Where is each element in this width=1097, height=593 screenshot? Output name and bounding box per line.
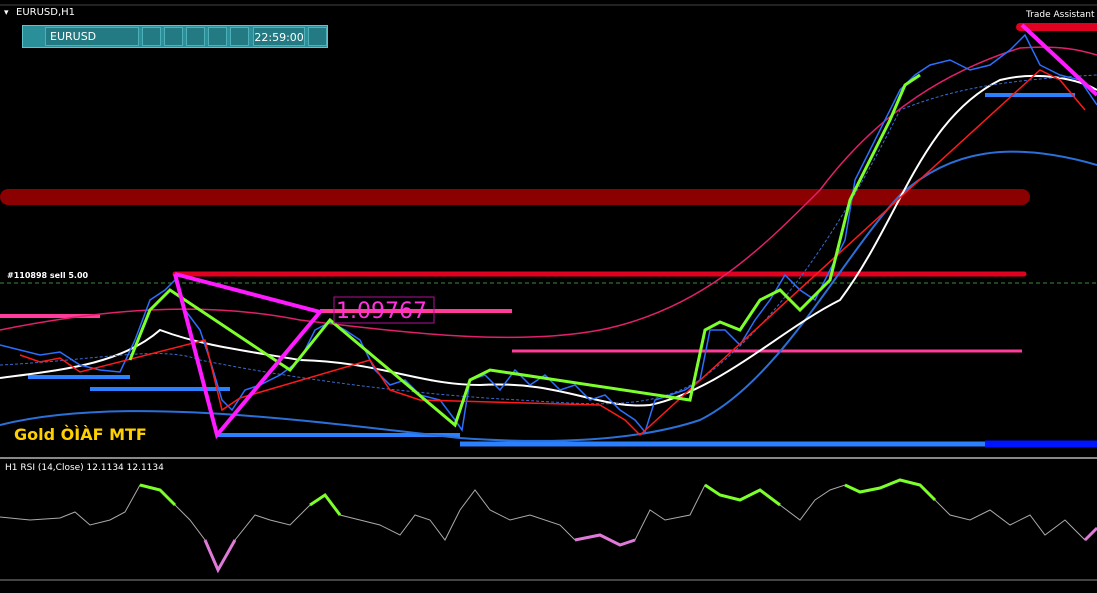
symbol-dropdown[interactable]: EURUSD	[45, 27, 139, 46]
menu-button[interactable]	[230, 27, 250, 46]
price-label: 1.09767	[336, 299, 427, 324]
rsi-overbought	[704, 483, 781, 507]
trade-assistant[interactable]: Trade Assistant M	[1025, 10, 1097, 20]
price-series	[0, 33, 1097, 434]
zigzag	[1020, 23, 1097, 97]
view-button[interactable]	[163, 27, 183, 46]
zigzag	[173, 272, 324, 440]
rsi-oversold	[574, 533, 636, 547]
window-button[interactable]	[307, 27, 327, 46]
envelope-lower	[0, 74, 1097, 405]
fast-ma	[0, 74, 1097, 407]
order-label: #110898 sell 5.00	[7, 271, 89, 280]
rsi-oversold	[203, 539, 237, 574]
screenshot-button[interactable]	[141, 27, 161, 46]
rsi-overbought	[139, 483, 177, 507]
symbol-title: EURUSD,H1	[16, 7, 75, 18]
rsi-label: H1 RSI (14,Close) 12.1134 12.1134	[5, 463, 164, 473]
rsi-oversold	[1083, 526, 1097, 542]
collapse-arrow: ▾	[4, 8, 9, 18]
toolbar: EURUSD 22:59:00	[22, 25, 328, 48]
clock: 22:59:00	[253, 27, 305, 46]
calendar-button[interactable]	[185, 27, 206, 46]
indicator-label: Gold ÒÌÀF MTF	[14, 425, 147, 444]
rsi-overbought	[309, 492, 342, 516]
bull-markers	[128, 73, 921, 428]
envelope-upper	[0, 46, 1097, 339]
alert-button[interactable]	[208, 27, 228, 46]
price-label-box	[333, 296, 435, 324]
rsi-overbought	[844, 478, 937, 502]
bear-candles	[19, 69, 1086, 437]
slow-ma	[0, 150, 1097, 442]
